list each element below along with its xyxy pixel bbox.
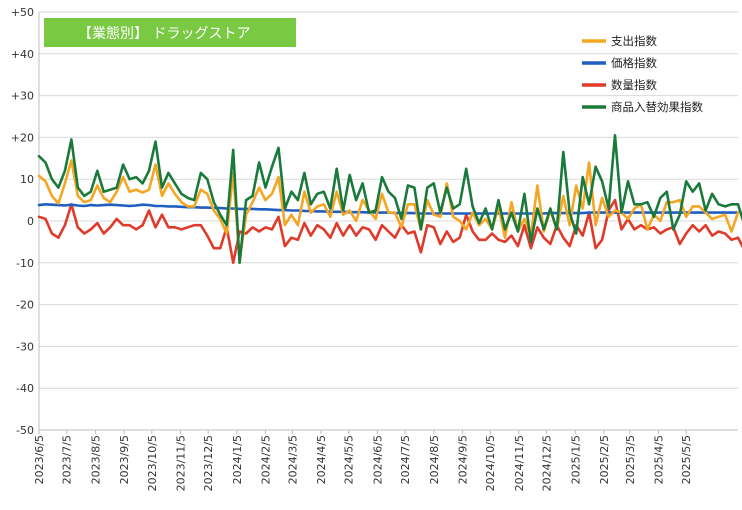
y-tick-label: +20 [11, 131, 34, 144]
x-tick-label: 2023/6/5 [33, 435, 46, 484]
chart-title-box: 【業態別】 ドラッグストア [44, 18, 296, 47]
series-lines [37, 134, 742, 265]
x-tick-label: 2023/11/5 [174, 435, 187, 491]
series-line-2 [37, 198, 742, 265]
x-tick-label: 2024/5/5 [343, 435, 356, 484]
y-tick-label: -50 [16, 424, 34, 437]
x-tick-label: 2025/2/5 [598, 435, 611, 484]
title-background [44, 18, 296, 47]
series-line-0 [37, 159, 740, 263]
x-tick-label: 2024/11/5 [513, 435, 526, 491]
x-tick-label: 2024/10/5 [484, 435, 497, 491]
y-tick-label: 0 [27, 215, 34, 228]
x-tick-label: 2024/6/5 [371, 435, 384, 484]
legend-label: 数量指数 [611, 78, 657, 92]
y-tick-label: +50 [11, 6, 34, 19]
x-tick-label: 2023/8/5 [89, 435, 102, 484]
y-tick-label: +30 [11, 90, 34, 103]
y-tick-label: 10 [20, 173, 34, 186]
y-tick-label: -40 [16, 382, 34, 395]
x-tick-label: 2025/4/5 [652, 435, 665, 484]
y-tick-label: -10 [16, 257, 34, 270]
y-tick-label: +40 [11, 48, 34, 61]
x-tick-label: 2024/4/5 [315, 435, 328, 484]
y-tick-label: -30 [16, 340, 34, 353]
x-tick-label: 2023/12/5 [202, 435, 215, 491]
x-tick-labels: 2023/6/5 2023/7/5 2023/8/5 2023/9/5 2023/10/… [33, 435, 693, 491]
legend-label: 価格指数 [611, 56, 657, 70]
chart-title: 【業態別】 ドラッグストア [78, 26, 250, 42]
x-tick-label: 2023/7/5 [61, 435, 74, 484]
x-tick-label: 2023/9/5 [118, 435, 131, 484]
x-tick-label: 2024/1/5 [231, 435, 244, 484]
legend-label: 支出指数 [611, 34, 657, 48]
x-tick-label: 2023/10/5 [146, 435, 159, 491]
x-tick-label: 2024/12/5 [541, 435, 554, 491]
x-tick-label: 2024/7/5 [399, 435, 412, 484]
axes [38, 12, 738, 434]
legend-label: 商品入替効果指数 [611, 100, 703, 114]
x-tick-label: 2024/9/5 [456, 435, 469, 484]
x-tick-label: 2025/1/5 [569, 435, 582, 484]
x-tick-label: 2024/2/5 [260, 435, 273, 484]
x-tick-label: 2024/8/5 [428, 435, 441, 484]
x-tick-label: 2025/5/5 [680, 435, 693, 484]
y-tick-label: -20 [16, 299, 34, 312]
x-tick-label: 2025/3/5 [624, 435, 637, 484]
y-tick-labels: +50 +40 +30 +20 10 0 -10 -20 -30 -40 -50 [11, 6, 34, 437]
x-tick-label: 2024/3/5 [286, 435, 299, 484]
series-line-3 [37, 134, 742, 265]
